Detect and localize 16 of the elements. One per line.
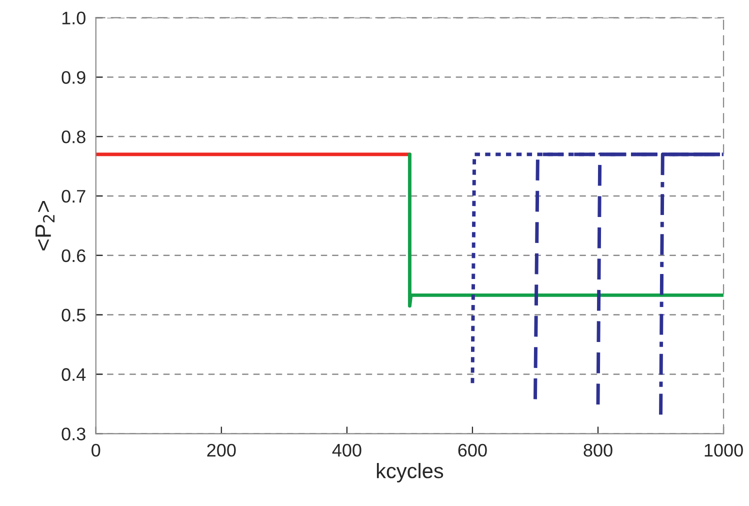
y-tick-label: 0.7	[62, 190, 86, 203]
x-axis-title: kcycles	[376, 462, 444, 482]
x-tick-label: 1000	[704, 444, 743, 457]
y-tick-label: 0.9	[62, 71, 86, 84]
y-tick-label: 0.6	[62, 249, 86, 262]
x-tick-label: 0	[92, 444, 100, 457]
y-axis-title: <P$_{2}$>	[36, 201, 54, 250]
y-tick-label: 0.3	[62, 428, 86, 440]
y-tick-label: 0.4	[62, 368, 86, 381]
y-tick-label: 0.8	[62, 130, 86, 144]
y-tick-label: 0.5	[62, 308, 86, 322]
x-tick-label: 800	[584, 444, 612, 457]
x-tick-label: 200	[207, 444, 236, 457]
y-tick-label: 1.0	[62, 12, 86, 24]
x-tick-label: 400	[332, 444, 362, 457]
x-tick-label: 600	[458, 444, 487, 457]
